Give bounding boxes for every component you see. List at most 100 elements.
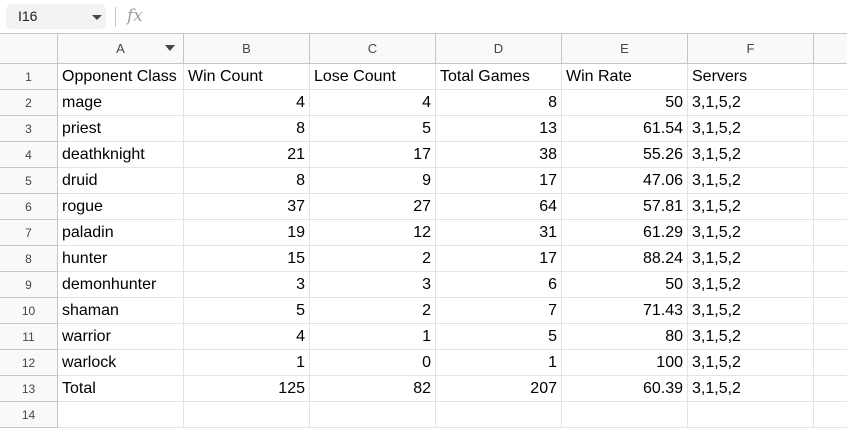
- cell[interactable]: 4: [310, 90, 436, 116]
- cell[interactable]: shaman: [58, 298, 184, 324]
- cell[interactable]: 3,1,5,2: [688, 220, 814, 246]
- column-header-f[interactable]: F: [688, 34, 814, 64]
- cell[interactable]: 27: [310, 194, 436, 220]
- cell[interactable]: 71.43: [562, 298, 688, 324]
- cell[interactable]: 17: [436, 168, 562, 194]
- row-header[interactable]: 4: [0, 142, 58, 168]
- cell[interactable]: 3,1,5,2: [688, 246, 814, 272]
- cell[interactable]: 47.06: [562, 168, 688, 194]
- cell[interactable]: [814, 220, 847, 246]
- row-header[interactable]: 8: [0, 246, 58, 272]
- cell[interactable]: 5: [436, 324, 562, 350]
- cell[interactable]: priest: [58, 116, 184, 142]
- cell[interactable]: 5: [184, 298, 310, 324]
- cell[interactable]: 3,1,5,2: [688, 116, 814, 142]
- cell[interactable]: [814, 64, 847, 90]
- cell[interactable]: 3,1,5,2: [688, 350, 814, 376]
- name-box[interactable]: I16: [6, 4, 106, 29]
- cell[interactable]: [814, 194, 847, 220]
- filter-dropdown-icon[interactable]: [165, 45, 175, 51]
- cell[interactable]: [814, 298, 847, 324]
- cell[interactable]: 82: [310, 376, 436, 402]
- cell[interactable]: 6: [436, 272, 562, 298]
- cell[interactable]: 3,1,5,2: [688, 168, 814, 194]
- select-all-corner[interactable]: [0, 34, 58, 64]
- cell[interactable]: [436, 402, 562, 428]
- cell[interactable]: 55.26: [562, 142, 688, 168]
- cell[interactable]: [814, 168, 847, 194]
- cell[interactable]: hunter: [58, 246, 184, 272]
- cell[interactable]: [58, 402, 184, 428]
- cell[interactable]: warrior: [58, 324, 184, 350]
- cell[interactable]: Win Rate: [562, 64, 688, 90]
- formula-input[interactable]: [160, 4, 840, 29]
- cell[interactable]: demonhunter: [58, 272, 184, 298]
- row-header[interactable]: 11: [0, 324, 58, 350]
- cell[interactable]: 2: [310, 298, 436, 324]
- row-header[interactable]: 3: [0, 116, 58, 142]
- cell[interactable]: warlock: [58, 350, 184, 376]
- cell[interactable]: 9: [310, 168, 436, 194]
- cell[interactable]: druid: [58, 168, 184, 194]
- cell[interactable]: mage: [58, 90, 184, 116]
- column-header-e[interactable]: E: [562, 34, 688, 64]
- cell[interactable]: 12: [310, 220, 436, 246]
- cell[interactable]: 4: [184, 90, 310, 116]
- cell[interactable]: 8: [184, 116, 310, 142]
- cell[interactable]: [814, 324, 847, 350]
- cell[interactable]: 17: [310, 142, 436, 168]
- cell[interactable]: 3: [184, 272, 310, 298]
- cell[interactable]: [814, 402, 847, 428]
- cell[interactable]: 88.24: [562, 246, 688, 272]
- cell[interactable]: 50: [562, 272, 688, 298]
- cell[interactable]: 13: [436, 116, 562, 142]
- cell[interactable]: 38: [436, 142, 562, 168]
- row-header[interactable]: 9: [0, 272, 58, 298]
- cell[interactable]: 8: [184, 168, 310, 194]
- cell[interactable]: 60.39: [562, 376, 688, 402]
- cell[interactable]: 3,1,5,2: [688, 298, 814, 324]
- cell[interactable]: 57.81: [562, 194, 688, 220]
- cell[interactable]: Total Games: [436, 64, 562, 90]
- cell[interactable]: 0: [310, 350, 436, 376]
- row-header[interactable]: 1: [0, 64, 58, 90]
- cell[interactable]: 64: [436, 194, 562, 220]
- cell[interactable]: 3,1,5,2: [688, 142, 814, 168]
- cell[interactable]: 1: [310, 324, 436, 350]
- cell[interactable]: [814, 246, 847, 272]
- cell[interactable]: 4: [184, 324, 310, 350]
- cell[interactable]: [814, 116, 847, 142]
- row-header[interactable]: 6: [0, 194, 58, 220]
- column-header-b[interactable]: B: [184, 34, 310, 64]
- cell[interactable]: 3,1,5,2: [688, 272, 814, 298]
- cell[interactable]: 5: [310, 116, 436, 142]
- column-header-a[interactable]: A: [58, 34, 184, 64]
- cell[interactable]: 3,1,5,2: [688, 324, 814, 350]
- cell[interactable]: 37: [184, 194, 310, 220]
- cell[interactable]: Total: [58, 376, 184, 402]
- cell[interactable]: paladin: [58, 220, 184, 246]
- cell[interactable]: 8: [436, 90, 562, 116]
- cell[interactable]: 80: [562, 324, 688, 350]
- cell[interactable]: [310, 402, 436, 428]
- row-header[interactable]: 12: [0, 350, 58, 376]
- row-header[interactable]: 2: [0, 90, 58, 116]
- cell[interactable]: Servers: [688, 64, 814, 90]
- cell[interactable]: 31: [436, 220, 562, 246]
- row-header[interactable]: 10: [0, 298, 58, 324]
- cell[interactable]: 61.29: [562, 220, 688, 246]
- cell[interactable]: 3,1,5,2: [688, 90, 814, 116]
- cell[interactable]: rogue: [58, 194, 184, 220]
- cell[interactable]: 50: [562, 90, 688, 116]
- cell[interactable]: [814, 376, 847, 402]
- cell[interactable]: [688, 402, 814, 428]
- cell[interactable]: 61.54: [562, 116, 688, 142]
- cell[interactable]: 3,1,5,2: [688, 376, 814, 402]
- cell[interactable]: 125: [184, 376, 310, 402]
- cell[interactable]: Opponent Class: [58, 64, 184, 90]
- cell[interactable]: deathknight: [58, 142, 184, 168]
- cell[interactable]: 2: [310, 246, 436, 272]
- cell[interactable]: 17: [436, 246, 562, 272]
- cell[interactable]: 1: [436, 350, 562, 376]
- cell[interactable]: 100: [562, 350, 688, 376]
